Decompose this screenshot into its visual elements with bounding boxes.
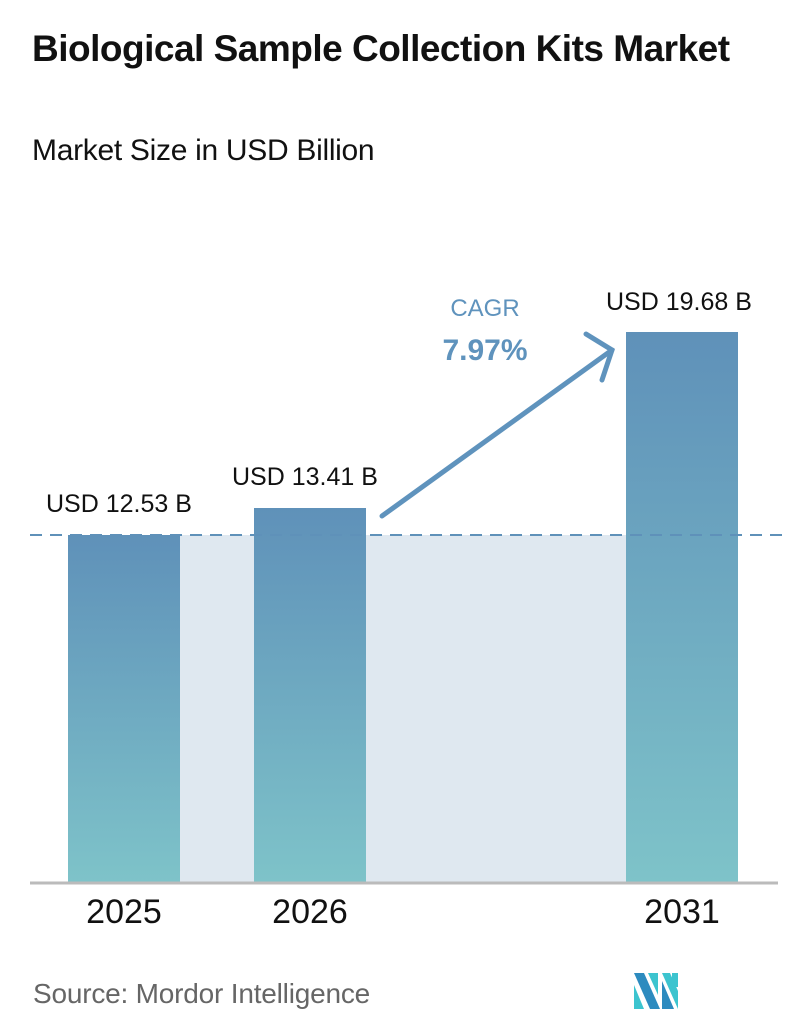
source-text: Source: Mordor Intelligence: [33, 978, 370, 1009]
data-label-2025: USD 12.53 B: [46, 490, 192, 518]
data-label-2031: USD 19.68 B: [606, 288, 752, 316]
chart-title: Biological Sample Collection Kits Market: [32, 28, 730, 69]
bar-2026: [254, 508, 366, 882]
mordor-logo-icon: [634, 973, 678, 1009]
x-tick-2026: 2026: [272, 893, 348, 931]
bar-2025: [68, 535, 180, 882]
cagr-label: CAGR: [450, 295, 520, 322]
cagr-arrow-icon: [379, 331, 615, 519]
chart-subtitle: Market Size in USD Billion: [32, 134, 375, 167]
data-label-2026: USD 13.41 B: [232, 463, 378, 491]
bar-2031: [626, 332, 738, 882]
cagr-value: 7.97%: [442, 334, 528, 367]
x-tick-2031: 2031: [644, 893, 720, 931]
x-tick-2025: 2025: [86, 893, 162, 931]
